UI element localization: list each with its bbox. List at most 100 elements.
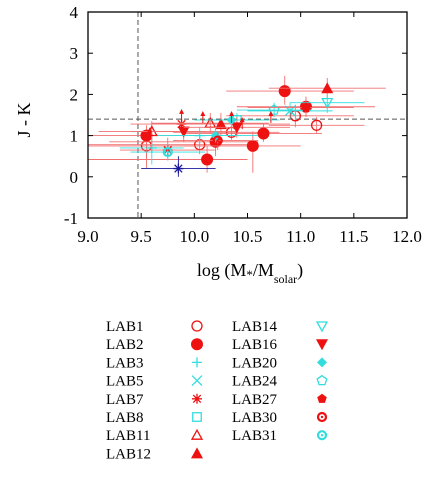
point-marker-dot [216,139,219,142]
legend-item-lab2: LAB2 [106,337,203,353]
arrow-head [239,117,245,123]
legend-marker [190,428,204,440]
legend-item-lab12: LAB12 [106,446,203,462]
upper-limit-arrow-3 [239,117,245,130]
legend-item-lab31: LAB31 [232,428,328,444]
y-tick-label: -1 [64,209,78,228]
legend-item-lab24: LAB24 [232,374,328,390]
legend-marker [316,411,328,423]
x-tick-label: 9.5 [131,227,152,246]
x-axis-label-main: log (M [197,260,247,281]
data-point-9 [183,123,322,142]
legend-marker [192,357,202,368]
legend-marker-dot [320,434,324,437]
data-point-0 [88,135,195,159]
y-tick-label: 1 [70,127,79,146]
point-marker [257,127,270,140]
x-axis-label: log (M*/Msolar) [197,260,303,286]
point-marker [162,146,173,158]
data-point-14 [247,102,333,120]
legend-item-lab1: LAB1 [106,319,203,335]
point-marker [278,85,291,98]
y-tick-label: 2 [70,85,79,104]
legend-marker [316,374,328,386]
x-axis-label-mid: /M [253,260,274,280]
legend-label: LAB14 [232,319,278,335]
legend-item-lab16: LAB16 [232,337,328,353]
x-tick-label: 12.0 [392,227,422,246]
upper-limit-arrow-4 [147,127,153,140]
data-point-4 [268,117,365,134]
legend-marker [316,339,328,351]
legend-marker-dot [320,415,324,419]
legend-label: LAB31 [232,428,277,444]
legend: LAB1 LAB2 LAB3 LAB5 LAB7 LAB8 LAB11 LAB12 LAB14 L… [106,319,329,462]
legend-item-lab8: LAB8 [106,410,202,426]
point-marker [321,97,334,109]
plot-frame [87,11,408,219]
legend-label: LAB20 [232,355,277,371]
point-marker [246,139,259,152]
legend-item-lab30: LAB30 [232,410,328,426]
data-point-16 [141,156,216,177]
point-marker [310,119,323,131]
legend-label: LAB24 [232,374,278,390]
legend-label: LAB16 [232,337,278,353]
point-marker [301,102,311,112]
data-point-8 [183,131,301,173]
point-marker [212,135,223,146]
legend-item-lab7: LAB7 [106,392,202,408]
x-tick-label: 9.0 [77,227,98,246]
legend-label: LAB11 [106,428,150,444]
upper-limit-arrow-5 [268,110,274,123]
data-point-29 [247,98,354,118]
x-axis-label-sub: solar [274,272,297,286]
arrow-head [229,110,235,116]
x-tick-label: 10.5 [233,227,263,246]
y-axis-ticks: -1 0 1 2 3 4 [64,3,407,228]
legend-label: LAB30 [232,410,277,426]
legend-marker [317,393,327,403]
legend-marker [191,338,203,351]
y-tick-label: 4 [70,3,79,22]
y-tick-label: 0 [70,168,79,187]
plot-area [87,11,408,219]
legend-label: LAB3 [106,355,144,371]
arrow-head [200,110,206,116]
legend-marker [191,375,203,387]
arrow-head [179,108,185,114]
point-marker [201,153,214,166]
legend-label: LAB27 [232,392,278,408]
point-marker [321,82,334,94]
legend-label: LAB2 [106,337,144,353]
data-point-10 [226,75,354,105]
upper-limit-arrow-1 [200,110,206,123]
upper-limit-arrow-0 [179,108,185,121]
legend-label: LAB7 [106,392,144,408]
x-tick-label: 11.0 [286,227,315,246]
data-point-25 [183,117,291,138]
y-axis-label: J - K [14,103,34,138]
point-marker-dot [166,150,169,154]
data-point-23 [290,94,365,113]
data-point-31 [173,131,259,151]
x-axis-label-star: * [246,267,253,282]
y-tick-label: 3 [70,44,79,63]
legend-marker [192,393,202,404]
legend-item-lab11: LAB11 [106,428,204,444]
upper-limit-arrow-2 [229,110,235,123]
legend-label: LAB5 [106,374,144,390]
legend-item-lab27: LAB27 [232,392,327,408]
arrow-head [268,110,274,116]
point-marker [173,163,184,174]
point-marker [230,122,243,134]
x-axis-label-end: ) [297,260,303,281]
legend-marker [191,447,203,459]
legend-marker [315,321,329,333]
x-tick-label: 10.0 [179,227,209,246]
x-tick-label: 11.5 [339,227,368,246]
legend-marker [316,430,328,441]
point-marker [177,126,190,138]
legend-label: LAB1 [106,319,144,335]
